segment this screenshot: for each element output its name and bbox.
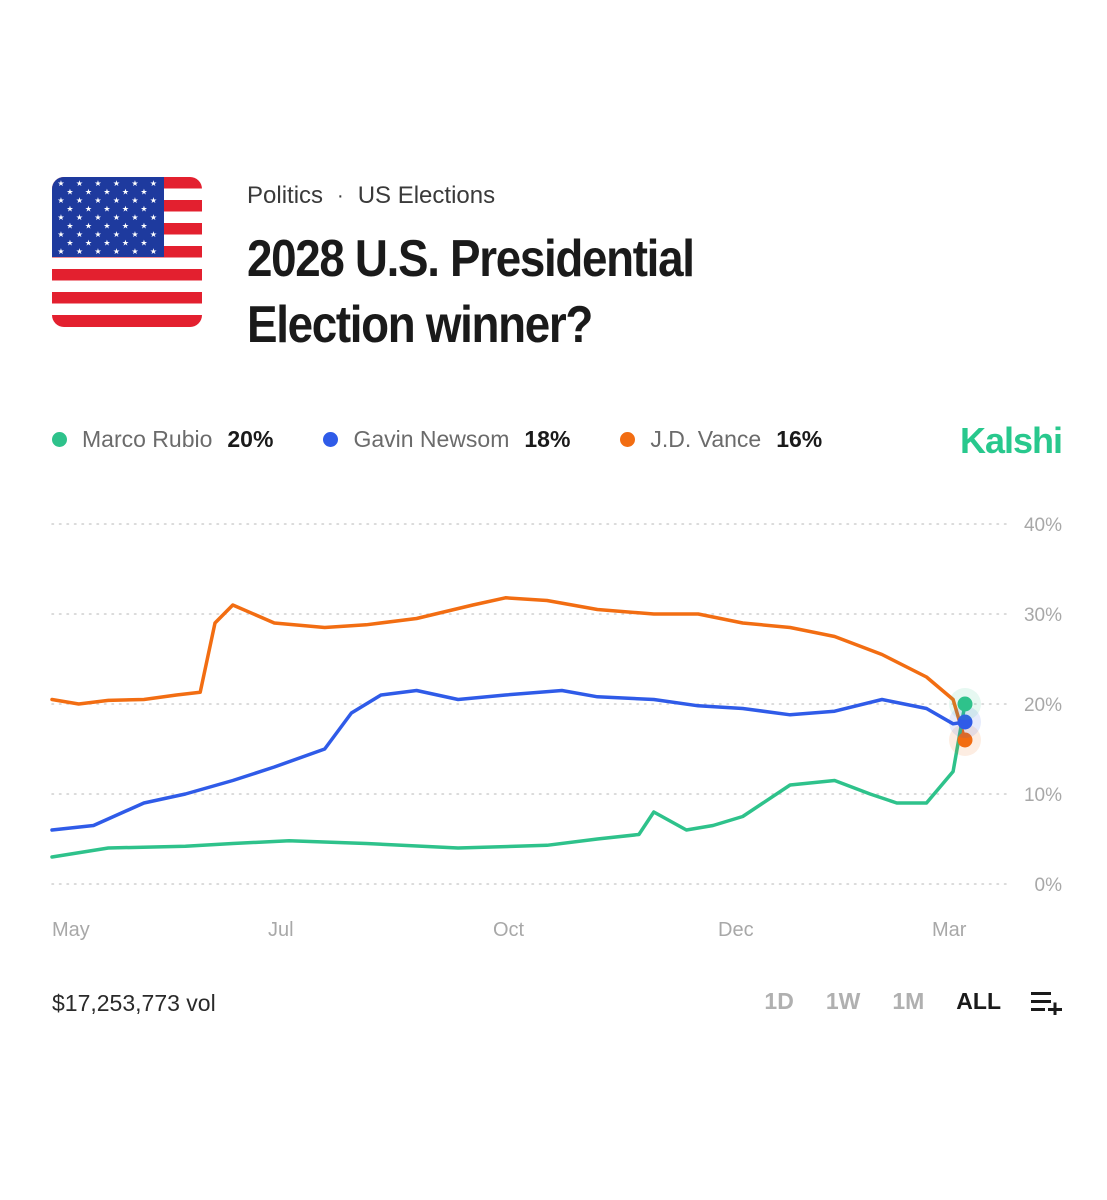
flag-star: ★ (113, 213, 120, 222)
flag-graphic: ★ ★ ★ ★ ★ ★★ ★ ★ ★ ★★ ★ ★ ★ ★ ★★ ★ ★ ★ ★★ ★ ★ ★ ★ ★★ ★ ★ ★ ★★ ★ ★ ★ ★ ★★… (52, 177, 202, 327)
flag-star: ★ (85, 188, 92, 197)
flag-star: ★ (76, 179, 83, 188)
flag-star: ★ (140, 205, 147, 214)
y-tick-label: 40% (1024, 515, 1062, 536)
breadcrumb-category[interactable]: Politics (247, 182, 324, 209)
y-tick-label: 0% (1035, 875, 1063, 896)
breadcrumb: Politics · US Elections (247, 182, 495, 210)
legend-value: 20% (227, 426, 274, 452)
flag-star: ★ (85, 222, 92, 231)
legend-dot (52, 432, 67, 447)
legend-name: Marco Rubio (82, 426, 213, 452)
series-line-gavin-newsom (50, 688, 967, 832)
flag-star: ★ (85, 205, 92, 214)
flag-star: ★ (131, 196, 138, 205)
flag-star: ★ (85, 239, 92, 248)
flag-star: ★ (94, 247, 101, 256)
flag-star: ★ (94, 196, 101, 205)
flag-star: ★ (66, 239, 73, 248)
flag-star: ★ (122, 205, 129, 214)
volume-label: $17,253,773 vol (52, 990, 216, 1016)
legend-value: 18% (524, 426, 571, 452)
series-line-j-d-vance (50, 596, 967, 742)
breadcrumb-separator: · (337, 184, 344, 207)
flag-star: ★ (113, 179, 120, 188)
flag-star: ★ (76, 196, 83, 205)
flag-star: ★ (94, 179, 101, 188)
range-1d-button[interactable]: 1D (764, 988, 794, 1014)
flag-star: ★ (76, 230, 83, 239)
flag-star: ★ (113, 230, 120, 239)
chart-legend: Marco Rubio 20% Gavin Newsom 18% J.D. Va… (52, 426, 872, 453)
flag-star: ★ (76, 247, 83, 256)
flag-star: ★ (103, 239, 110, 248)
end-marker (957, 732, 973, 748)
range-all-button[interactable]: ALL (956, 988, 1001, 1014)
flag-star: ★ (66, 188, 73, 197)
legend-dot (323, 432, 339, 447)
flag-star: ★ (113, 196, 120, 205)
flag-star: ★ (57, 179, 64, 188)
flag-star: ★ (57, 247, 64, 256)
flag-star: ★ (140, 188, 147, 197)
flag-star: ★ (57, 196, 64, 205)
flag-star: ★ (103, 222, 110, 231)
flag-star: ★ (131, 230, 138, 239)
legend-name: J.D. Vance (650, 426, 762, 452)
flag-star: ★ (150, 213, 157, 222)
legend-item-rubio[interactable]: Marco Rubio 20% (52, 426, 273, 453)
us-flag-icon: ★ ★ ★ ★ ★ ★ ★ ★ ★ ★ ★ ★ ★ ★ ★ ★ ★ ★ ★ ★ ★ ★ ★ ★ ★ ★ ★ ★ ★ ★ ★ ★ ★ ★ ★ ★ ★ ★ ★ ★… (52, 177, 202, 327)
y-tick-label: 10% (1024, 785, 1062, 806)
flag-star: ★ (103, 188, 110, 197)
kalshi-logo[interactable]: Kalshi (959, 420, 1063, 461)
flag-star: ★ (57, 213, 64, 222)
legend-item-vance[interactable]: J.D. Vance 16% (620, 426, 822, 453)
flag-star: ★ (150, 196, 157, 205)
flag-star: ★ (66, 222, 73, 231)
y-tick-label: 20% (1024, 695, 1062, 716)
x-tick-label: Oct (493, 919, 525, 941)
flag-star: ★ (94, 230, 101, 239)
flag-star: ★ (94, 213, 101, 222)
price-chart: 0% 10% 20% 30% 40% May Jul Oct Dec Mar (50, 515, 1063, 941)
end-marker (957, 714, 973, 730)
flag-star: ★ (113, 247, 120, 256)
legend-item-newsom[interactable]: Gavin Newsom 18% (323, 426, 570, 453)
flag-star: ★ (66, 205, 73, 214)
flag-star: ★ (131, 179, 138, 188)
flag-star: ★ (150, 247, 157, 256)
legend-value: 16% (776, 426, 823, 452)
series-line-marco-rubio (50, 702, 967, 859)
flag-star: ★ (122, 222, 129, 231)
flag-star: ★ (131, 247, 138, 256)
flag-star: ★ (57, 230, 64, 239)
end-marker (957, 696, 973, 712)
breadcrumb-subcategory[interactable]: US Elections (357, 182, 496, 209)
legend-name: Gavin Newsom (353, 426, 510, 452)
y-tick-label: 30% (1024, 605, 1062, 626)
legend-dot (620, 432, 636, 447)
x-tick-label: Dec (718, 919, 754, 941)
range-selector: 1D 1W 1M ALL (732, 988, 1063, 1015)
x-tick-label: Jul (268, 919, 294, 941)
flag-star: ★ (140, 222, 147, 231)
page-title: 2028 U.S. Presidential Election winner? (247, 230, 695, 354)
flag-star: ★ (103, 205, 110, 214)
flag-star: ★ (76, 213, 83, 222)
flag-star: ★ (150, 230, 157, 239)
add-to-list-icon[interactable] (1031, 989, 1063, 1015)
flag-star: ★ (140, 239, 147, 248)
x-tick-label: Mar (932, 919, 967, 941)
flag-star: ★ (150, 179, 157, 188)
flag-star: ★ (122, 188, 129, 197)
range-1w-button[interactable]: 1W (825, 988, 861, 1014)
range-1m-button[interactable]: 1M (892, 988, 925, 1014)
flag-star: ★ (131, 213, 138, 222)
x-tick-label: May (52, 919, 90, 941)
flag-star: ★ (122, 239, 129, 248)
